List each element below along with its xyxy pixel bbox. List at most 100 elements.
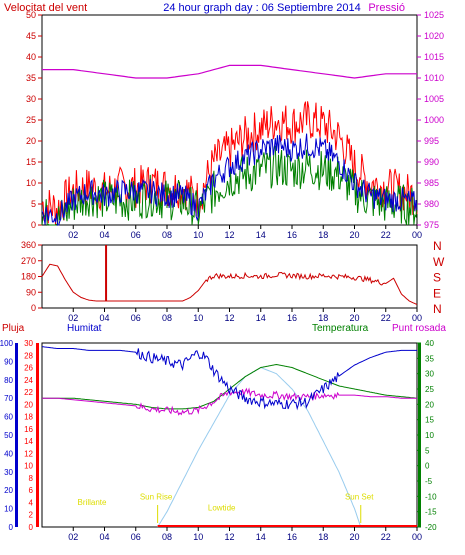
compass-label: N [433, 302, 442, 316]
rain-axis-tick-label: 2 [29, 511, 34, 520]
humidity-label: Humitat [67, 323, 102, 334]
temperature-axis-tick-label: 30 [425, 370, 434, 379]
temperature-axis-tick-label: 0 [425, 462, 430, 471]
humidity-x-tick-label: 16 [287, 532, 297, 542]
humidity-x-tick-label: 22 [381, 532, 391, 542]
wind-x-tick-label: 02 [68, 230, 78, 240]
wind-axis-tick-label: 50 [26, 10, 36, 20]
humidity-x-tick-label: 06 [131, 532, 141, 542]
temperature-axis-tick-label: 15 [425, 416, 434, 425]
wind-axis-tick-label: 25 [26, 115, 36, 125]
wind-x-tick-label: 22 [381, 230, 391, 240]
humidity-axis-tick-label: 80 [4, 376, 13, 385]
rain-axis-tick-label: 16 [24, 425, 33, 434]
wind-x-tick-label: 14 [256, 230, 266, 240]
direction-x-tick-label: 06 [131, 313, 141, 323]
humidity-temperature-panel: 0102030405060708090100024681012141618202… [0, 339, 437, 542]
rain-axis-tick-label: 20 [24, 400, 33, 409]
pressure-axis-tick-label: 980 [424, 199, 439, 209]
temperature-axis-tick-label: 35 [425, 354, 434, 363]
wind-axis-tick-label: 30 [26, 94, 36, 104]
humidity-axis-tick-label: 0 [9, 523, 14, 532]
direction-x-tick-label: 02 [68, 313, 78, 323]
temperature-axis-tick-label: -15 [425, 508, 437, 517]
humidity-x-tick-label: 10 [193, 532, 203, 542]
wind-x-tick-label: 08 [162, 230, 172, 240]
temperature-label: Temperatura [312, 323, 369, 334]
wind-speed-line [41, 133, 418, 226]
wind-x-tick-label: 18 [318, 230, 328, 240]
wind-speed-title: Velocitat del vent [4, 2, 87, 14]
wind-x-tick-label: 04 [99, 230, 109, 240]
rain-axis-tick-label: 24 [24, 376, 33, 385]
humidity-x-tick-label: 02 [68, 532, 78, 542]
direction-axis-tick-label: 360 [21, 240, 36, 250]
wind-axis-tick-label: 15 [26, 157, 36, 167]
wind-axis-tick-label: 40 [26, 52, 36, 62]
pressure-axis-tick-label: 990 [424, 157, 439, 167]
pressure-axis-tick-label: 995 [424, 136, 439, 146]
wind-x-tick-label: 12 [224, 230, 234, 240]
wind-axis-tick-label: 10 [26, 178, 36, 188]
wind-axis-tick-label: 0 [31, 220, 36, 230]
humidity-axis-tick-label: 30 [4, 468, 13, 477]
wind-axis-tick-label: 20 [26, 136, 36, 146]
rain-axis-bar [36, 343, 39, 527]
direction-x-tick-label: 00 [412, 313, 422, 323]
sun-annotation-label: Sun Rise [140, 492, 173, 501]
rain-axis-tick-label: 18 [24, 413, 33, 422]
sun-annotation-label: Lowtide [208, 503, 236, 512]
rain-label: Pluja [2, 323, 25, 334]
graph-date-title: 24 hour graph day : 06 Septiembre 2014 [163, 2, 361, 14]
wind-pressure-panel: 0510152025303540455097598098599099510001… [26, 10, 444, 240]
humidity-plot-frame [41, 342, 418, 528]
rain-axis-tick-label: 6 [29, 486, 34, 495]
temperature-axis-tick-label: 5 [425, 446, 430, 455]
wind-direction-line [41, 263, 418, 305]
direction-axis-tick-label: 90 [26, 287, 36, 297]
rain-axis-tick-label: 0 [29, 523, 34, 532]
temperature-axis-tick-label: -10 [425, 492, 437, 501]
humidity-axis-tick-label: 70 [4, 394, 13, 403]
compass-label: W [433, 255, 445, 269]
pressure-axis-tick-label: 1020 [424, 31, 444, 41]
compass-label: E [433, 286, 441, 300]
humidity-axis-tick-label: 50 [4, 431, 13, 440]
humidity-x-tick-label: 20 [349, 532, 359, 542]
pressure-axis-tick-label: 1025 [424, 10, 444, 20]
direction-axis-tick-label: 270 [21, 256, 36, 266]
humidity-line [41, 346, 417, 411]
direction-axis-tick-label: 180 [21, 272, 36, 282]
rain-axis-tick-label: 28 [24, 351, 33, 360]
direction-x-tick-label: 16 [287, 313, 297, 323]
temperature-line [42, 363, 418, 410]
direction-x-tick-label: 18 [318, 313, 328, 323]
wind-axis-tick-label: 35 [26, 73, 36, 83]
direction-x-tick-label: 20 [349, 313, 359, 323]
dewpoint-label: Punt rosada [392, 323, 446, 334]
humidity-x-tick-label: 04 [99, 532, 109, 542]
sun-annotation-label: Brillante [78, 498, 107, 507]
wind-x-tick-label: 06 [131, 230, 141, 240]
humidity-x-tick-label: 00 [412, 532, 422, 542]
direction-x-tick-label: 14 [256, 313, 266, 323]
humidity-axis-tick-label: 10 [4, 505, 13, 514]
humidity-axis-tick-label: 40 [4, 449, 13, 458]
temperature-axis-tick-label: 40 [425, 339, 434, 348]
humidity-axis-tick-label: 90 [4, 357, 13, 366]
humidity-x-tick-label: 12 [224, 532, 234, 542]
wind-axis-tick-label: 5 [31, 199, 36, 209]
pressure-title: Pressió [368, 2, 405, 14]
wind-x-tick-label: 00 [412, 230, 422, 240]
pressure-axis-tick-label: 1005 [424, 94, 444, 104]
wind-x-tick-label: 16 [287, 230, 297, 240]
rain-axis-tick-label: 10 [24, 462, 33, 471]
direction-x-tick-label: 22 [381, 313, 391, 323]
rain-axis-tick-label: 30 [24, 339, 33, 348]
rain-axis-tick-label: 12 [24, 449, 33, 458]
pressure-axis-tick-label: 1010 [424, 73, 444, 83]
direction-axis-tick-label: 0 [31, 303, 36, 313]
rain-axis-tick-label: 8 [29, 474, 34, 483]
humidity-axis-tick-label: 60 [4, 413, 13, 422]
